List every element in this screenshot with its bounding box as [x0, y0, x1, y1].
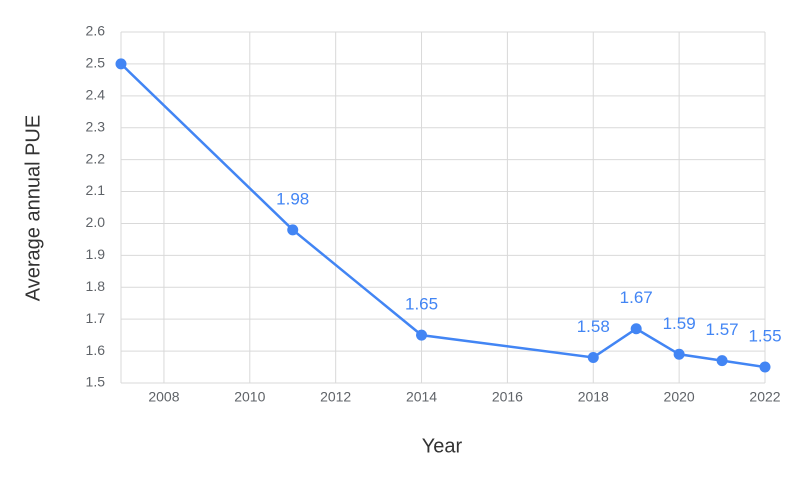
point	[716, 355, 728, 367]
y-tick-label: 1.7	[86, 310, 106, 326]
x-axis-title: Year	[422, 435, 463, 457]
y-tick-label: 2.5	[86, 55, 106, 71]
y-tick-label: 2.6	[86, 23, 106, 39]
x-tick-label: 2014	[406, 389, 437, 405]
y-tick-label: 2.4	[86, 87, 106, 103]
y-tick-label: 1.6	[86, 342, 106, 358]
point	[416, 329, 428, 341]
point	[115, 58, 127, 70]
data-label: 1.57	[706, 320, 739, 339]
x-tick-label: 2020	[664, 389, 695, 405]
x-tick-label: 2010	[234, 389, 265, 405]
point	[587, 351, 599, 363]
point	[630, 323, 642, 335]
data-label: 1.58	[577, 317, 610, 336]
data-label: 1.55	[748, 327, 781, 346]
x-tick-label: 2016	[492, 389, 523, 405]
x-tick-label: 2018	[578, 389, 609, 405]
data-label: 1.98	[276, 189, 309, 208]
x-tick-label: 2012	[320, 389, 351, 405]
line	[120, 63, 766, 369]
y-tick-label: 1.8	[86, 278, 106, 294]
data-label: 1.67	[620, 288, 653, 307]
x-tick-label: 2008	[148, 389, 179, 405]
y-tick-label: 1.9	[86, 246, 106, 262]
y-axis-title: Average annual PUE	[22, 115, 44, 301]
y-tick-label: 2.0	[86, 214, 106, 230]
x-tick-label: 2022	[749, 389, 780, 405]
data-label: 1.65	[405, 295, 438, 314]
y-tick-label: 2.3	[86, 118, 106, 134]
y-tick-label: 2.2	[86, 150, 106, 166]
data-label: 1.59	[663, 314, 696, 333]
point	[287, 224, 299, 236]
point	[759, 361, 771, 373]
point	[673, 348, 685, 360]
y-tick-label: 2.1	[86, 182, 106, 198]
y-tick-label: 1.5	[86, 374, 106, 390]
